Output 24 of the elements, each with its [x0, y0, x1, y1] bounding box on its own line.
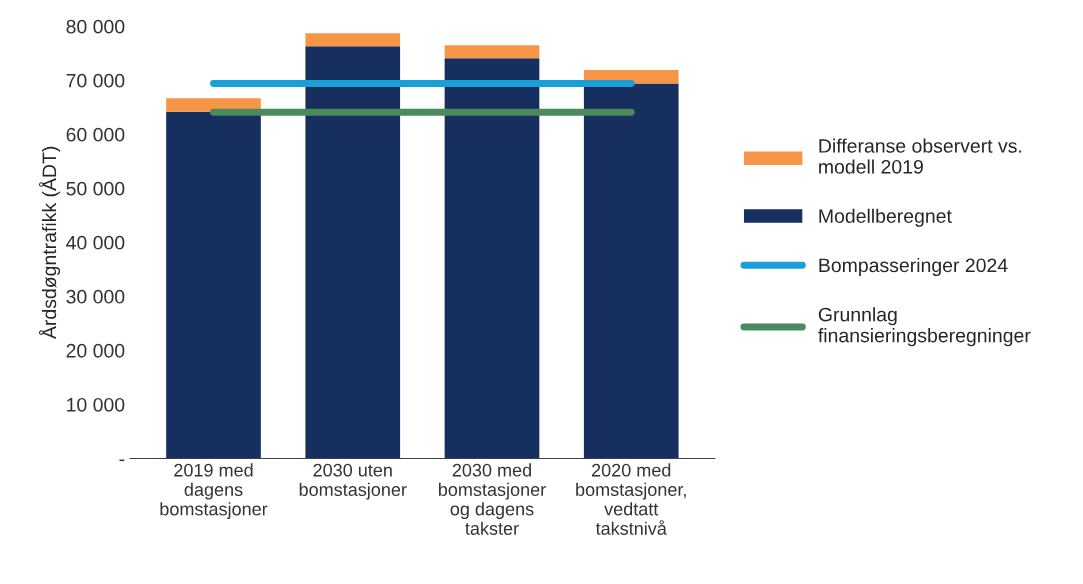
y-tick-label: 20 000 — [66, 343, 125, 358]
legend-label: Modellberegnet — [819, 208, 952, 227]
legend-label: Bompasseringer 2024 — [819, 257, 1008, 277]
x-tick-label: 2019 med dagens bomstasjoner — [160, 463, 268, 520]
bar — [444, 45, 540, 59]
y-tick-label: - — [119, 459, 125, 462]
legend-label: Grunnlag finansieringsberegninger — [818, 307, 1031, 347]
bar — [305, 33, 401, 47]
y-tick-label: 50 000 — [66, 181, 125, 196]
bar — [583, 83, 679, 459]
y-axis-title: Årdsdøgntrafikk (ÅDT) — [39, 146, 61, 340]
x-tick-label: 2020 med bomstasjoner, vedtatt takstnivå — [576, 463, 686, 535]
x-tick-label: 2030 med bomstasjoner og dagens takster — [438, 463, 546, 535]
bar — [444, 58, 540, 459]
y-tick-label: 40 000 — [66, 235, 125, 250]
bar — [166, 111, 261, 459]
y-tick-label: 60 000 — [66, 127, 125, 142]
x-tick-label: 2030 uten bomstasjoner — [299, 463, 407, 500]
legend-label: Differanse observert vs. modell 2019 — [819, 138, 1022, 174]
y-tick-label: 10 000 — [67, 397, 125, 412]
y-tick-label: 70 000 — [66, 73, 125, 88]
bar — [305, 46, 401, 459]
y-tick-label: 30 000 — [66, 289, 125, 304]
y-tick-label: 80 000 — [66, 19, 125, 34]
